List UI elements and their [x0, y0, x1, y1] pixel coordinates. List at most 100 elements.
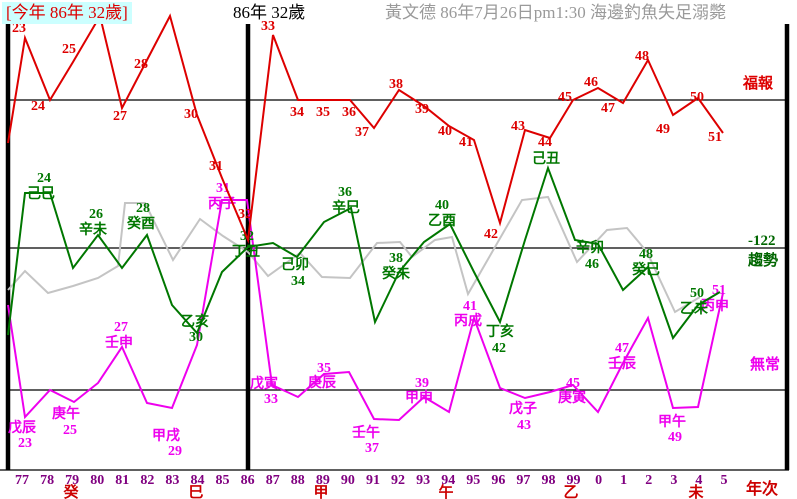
x-tick-label: 1: [620, 473, 627, 488]
dayun-char: 乙: [563, 485, 578, 499]
point-label-fortune: 43: [511, 119, 525, 134]
point-label-fortune: 31: [209, 159, 223, 174]
x-tick-label: 82: [140, 473, 154, 488]
point-label-fortune: 42: [484, 227, 498, 242]
point-label-changelessness: 庚午: [52, 405, 80, 422]
page-title: 86年 32歲: [233, 3, 306, 22]
point-label-green: 辛卯: [576, 239, 604, 256]
x-tick-label: 87: [266, 473, 280, 488]
point-label-green: 38: [389, 251, 403, 266]
point-label-green: 26: [89, 207, 103, 222]
side-label: 無常: [750, 355, 780, 373]
point-label-changelessness: 39: [415, 376, 429, 391]
point-label-green: 46: [585, 257, 599, 272]
point-label-changelessness: 31: [216, 181, 230, 196]
side-label: 年次: [746, 479, 778, 498]
point-label-fortune: 48: [635, 49, 649, 64]
point-label-fortune: 47: [601, 101, 615, 116]
point-label-green: 己巳: [27, 186, 55, 202]
x-tick-label: 4: [695, 473, 702, 488]
point-label-changelessness: 43: [517, 418, 531, 433]
point-label-changelessness: 丙子: [208, 196, 236, 212]
point-label-green: 28: [136, 201, 150, 216]
point-label-changelessness: 33: [264, 392, 278, 407]
x-tick-label: 95: [466, 473, 480, 488]
point-label-green: 己卯: [281, 257, 309, 273]
point-label-fortune: 32: [238, 207, 252, 222]
series-line-trend: [7, 195, 701, 314]
x-tick-label: 84: [190, 473, 204, 488]
dayun-char: 巳: [188, 484, 203, 499]
point-label-fortune: 36: [342, 105, 356, 120]
point-label-changelessness: 23: [18, 436, 32, 451]
x-tick-label: 98: [541, 473, 555, 488]
x-tick-label: 83: [165, 473, 179, 488]
x-tick-label: 89: [316, 473, 330, 488]
x-tick-label: 86: [241, 473, 255, 488]
point-label-changelessness: 甲戌: [152, 427, 180, 444]
point-label-changelessness: 27: [114, 320, 128, 335]
point-label-fortune: 25: [62, 42, 76, 57]
series-line-green: [7, 164, 721, 341]
point-label-changelessness: 丙申: [701, 297, 729, 314]
current-year-box: [今年 86年 32歲]: [2, 2, 132, 24]
x-tick-label: 3: [670, 473, 677, 488]
point-label-changelessness: 壬辰: [608, 355, 637, 372]
point-label-changelessness: 庚辰: [308, 374, 337, 391]
point-label-fortune: 38: [389, 77, 403, 92]
point-label-fortune: 35: [316, 105, 330, 120]
point-label-changelessness: 37: [365, 441, 379, 456]
point-label-green: 辛未: [79, 221, 108, 238]
point-label-fortune: 46: [584, 75, 598, 90]
x-tick-label: 78: [40, 473, 54, 488]
x-tick-label: 80: [90, 473, 104, 488]
point-label-changelessness: 49: [668, 430, 682, 445]
point-label-changelessness: 甲申: [405, 389, 433, 406]
x-tick-label: 0: [595, 473, 602, 488]
point-label-green: 癸巳: [631, 261, 660, 278]
point-label-changelessness: 甲午: [658, 413, 686, 430]
series-line-changelessness: [7, 199, 724, 422]
x-tick-label: 77: [15, 473, 29, 488]
x-tick-label: 94: [441, 473, 455, 488]
point-label-green: 癸未: [381, 265, 411, 282]
point-label-changelessness: 壬午: [352, 424, 380, 441]
point-label-green: 乙亥: [181, 313, 209, 330]
x-tick-label: 99: [567, 473, 581, 488]
point-label-fortune: 28: [134, 57, 148, 72]
point-label-fortune: 33: [261, 19, 275, 34]
x-tick-label: 79: [65, 473, 79, 488]
point-label-changelessness: 戊寅: [250, 375, 278, 392]
point-label-green: 己丑: [532, 151, 560, 167]
point-label-fortune: 23: [12, 21, 26, 36]
point-label-green: 乙酉: [428, 213, 456, 229]
point-label-changelessness: 29: [168, 444, 182, 459]
point-label-changelessness: 47: [615, 341, 629, 356]
x-tick-label: 81: [115, 473, 129, 488]
dayun-char: 未: [687, 483, 704, 499]
series-line-fortune: [7, 13, 724, 244]
side-label: 趨勢: [747, 251, 778, 269]
point-label-fortune: 49: [656, 122, 670, 137]
point-label-green: 辛巳: [332, 199, 360, 216]
point-label-green: 癸酉: [126, 215, 155, 232]
point-label-green: 40: [435, 198, 449, 213]
point-label-fortune: 51: [708, 130, 722, 145]
point-label-fortune: 50: [690, 90, 704, 105]
point-label-fortune: 37: [355, 125, 369, 140]
point-label-fortune: 40: [438, 124, 452, 139]
point-label-green: 乙未: [680, 300, 709, 317]
point-label-fortune: 39: [415, 102, 429, 117]
side-label: 福報: [742, 74, 774, 92]
point-label-changelessness: 45: [566, 376, 580, 391]
point-label-fortune: 30: [184, 107, 198, 122]
x-tick-label: 90: [341, 473, 355, 488]
x-tick-label: 92: [391, 473, 405, 488]
x-tick-label: 2: [645, 473, 652, 488]
point-label-fortune: 27: [113, 109, 127, 124]
dayun-char: 癸: [62, 483, 79, 499]
point-label-fortune: 45: [558, 90, 572, 105]
point-label-green: 丁亥: [486, 323, 514, 340]
point-label-changelessness: 庚寅: [558, 389, 586, 406]
